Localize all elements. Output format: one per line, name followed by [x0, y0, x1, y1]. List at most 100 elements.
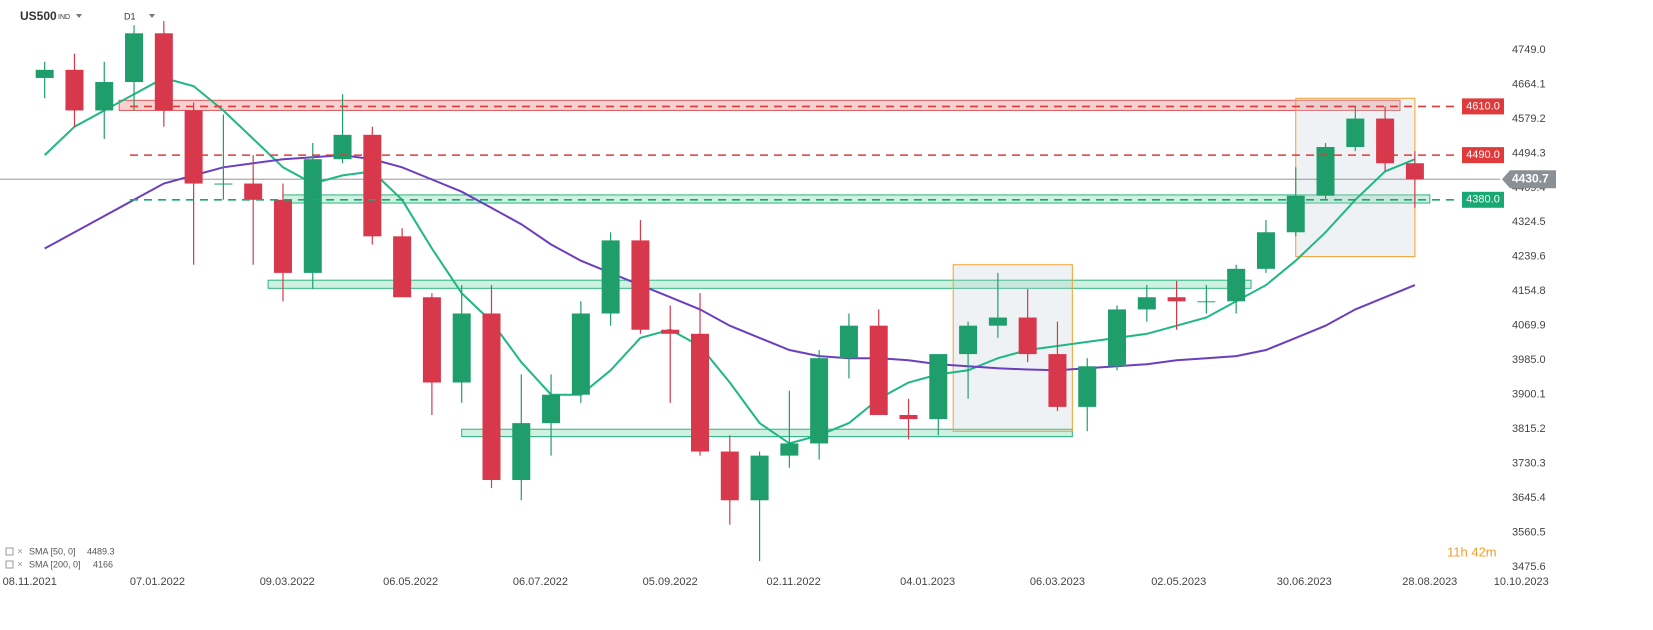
sma-line: [44, 154, 1416, 372]
timer: 11h 42m: [1447, 544, 1497, 559]
x-tick-label: 07.01.2022: [130, 576, 185, 588]
candle-body: [184, 110, 203, 184]
legend-value: 4489.3: [87, 546, 115, 556]
legend-name: SMA [200, 0]: [29, 559, 81, 569]
y-tick-label: 3730.3: [1512, 458, 1546, 470]
candle-body: [1346, 118, 1365, 147]
y-tick-label: 3475.6: [1512, 561, 1546, 573]
legend-close[interactable]: ×: [17, 547, 23, 558]
symbol-caret[interactable]: [76, 14, 82, 18]
candle-body: [244, 183, 263, 200]
x-tick-label: 08.11.2021: [3, 576, 57, 588]
candle-body: [661, 329, 680, 334]
last-price-label: 4430.7: [1512, 171, 1549, 185]
candle-body: [750, 455, 769, 501]
legend-value: 4166: [93, 559, 113, 569]
candle-body: [1108, 309, 1127, 367]
candle-body: [571, 313, 590, 395]
candle-body: [1376, 118, 1395, 164]
zone: [118, 99, 1401, 111]
candle-body: [899, 415, 918, 420]
candle-body: [1018, 317, 1037, 355]
candle-body: [988, 317, 1007, 326]
candle-body: [810, 358, 829, 444]
x-tick-label: 02.05.2023: [1151, 576, 1206, 588]
legend-entry: × SMA [200, 0] 4166: [5, 559, 113, 571]
candle-body: [303, 159, 322, 273]
y-tick-label: 4494.3: [1512, 147, 1546, 159]
x-tick-label: 28.08.2023: [1402, 576, 1457, 588]
candle-body: [1227, 268, 1246, 302]
level-tag: [1462, 147, 1504, 164]
candle-body: [1316, 146, 1335, 196]
candle-body: [839, 325, 858, 359]
candle-body: [482, 313, 501, 480]
interval[interactable]: D1: [124, 11, 136, 21]
candle-body: [273, 199, 292, 273]
candle-body: [959, 325, 978, 355]
y-tick-label: 4069.9: [1512, 320, 1546, 332]
x-tick-label: 02.11.2022: [766, 576, 820, 588]
candle-body: [542, 394, 561, 424]
y-tick-label: 4324.5: [1512, 216, 1546, 228]
candle-body: [601, 240, 620, 314]
y-tick-label: 3985.0: [1512, 354, 1546, 366]
x-tick-label: 10.10.2023: [1494, 576, 1549, 588]
x-tick-label: 06.05.2022: [383, 576, 438, 588]
candle-body: [1256, 232, 1275, 269]
market: IND: [58, 14, 70, 21]
y-tick-label: 4154.8: [1512, 285, 1546, 297]
candle-body: [125, 33, 144, 83]
candle-body: [869, 325, 888, 416]
x-tick-label: 06.07.2022: [513, 576, 568, 588]
y-tick-label: 3900.1: [1512, 389, 1546, 401]
candle-body: [1078, 366, 1097, 407]
legend-name: SMA [50, 0]: [29, 546, 76, 556]
x-tick-label: 05.09.2022: [643, 576, 698, 588]
y-tick-label: 3645.4: [1512, 492, 1546, 504]
candle-body: [1405, 163, 1424, 180]
y-tick-label: 3815.2: [1512, 423, 1546, 435]
candle-body: [1048, 354, 1067, 407]
x-tick-label: 04.01.2023: [900, 576, 955, 588]
y-tick-label: 4579.2: [1512, 113, 1546, 125]
zone: [282, 194, 1431, 204]
candle-body: [1286, 195, 1305, 233]
legend-icon: [5, 560, 14, 569]
last-price-tag: [1502, 170, 1556, 189]
candle-body: [1167, 297, 1186, 302]
legend-icon: [5, 547, 14, 556]
candle-body: [363, 134, 382, 237]
x-tick-label: 06.03.2023: [1030, 576, 1085, 588]
level-label: 4380.0: [1466, 194, 1500, 206]
x-tick-label: 30.06.2023: [1277, 576, 1332, 588]
candle-body: [1197, 301, 1216, 303]
candle-body: [720, 451, 739, 501]
candle-body: [65, 69, 84, 111]
y-tick-label: 4664.1: [1512, 78, 1546, 90]
candle-body: [333, 134, 352, 160]
level-label: 4610.0: [1466, 100, 1500, 112]
candle-body: [393, 236, 412, 298]
candle-body: [929, 354, 948, 420]
level-tag: [1462, 191, 1504, 208]
candle-body: [512, 423, 531, 480]
candle-body: [780, 443, 799, 456]
y-tick-label: 3560.5: [1512, 526, 1546, 538]
symbol[interactable]: US500: [20, 9, 57, 23]
candle-body: [691, 333, 709, 452]
legend-entry: × SMA [50, 0] 4489.3: [5, 546, 115, 558]
sma-line: [44, 76, 1416, 445]
candle-body: [631, 240, 650, 330]
level-tag: [1462, 98, 1504, 115]
legend-close[interactable]: ×: [17, 560, 23, 571]
candle-body: [35, 69, 54, 78]
interval-caret[interactable]: [149, 14, 155, 18]
candle-body: [214, 183, 233, 185]
level-label: 4490.0: [1466, 149, 1500, 161]
candle-body: [154, 33, 173, 111]
zone: [267, 279, 1252, 289]
candle-body: [1137, 297, 1156, 310]
